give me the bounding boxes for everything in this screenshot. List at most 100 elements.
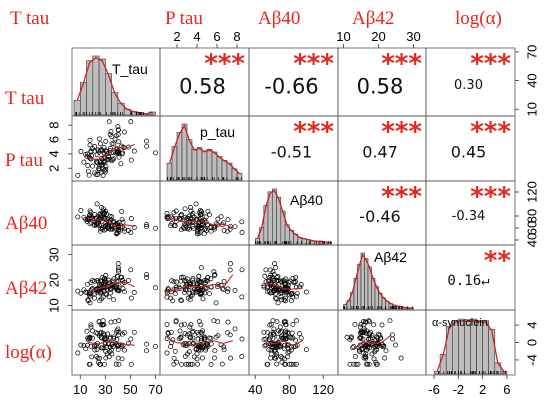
scatter-point bbox=[218, 214, 224, 220]
scatter-point bbox=[87, 335, 93, 341]
scatter-point bbox=[196, 278, 202, 284]
scatter-point bbox=[203, 345, 209, 351]
tick-label-top: 6 bbox=[213, 29, 220, 44]
scatter-point bbox=[85, 281, 90, 287]
scatter-point bbox=[271, 287, 277, 293]
correlation-value: 0.47 bbox=[362, 142, 398, 161]
scatter-point bbox=[199, 355, 205, 361]
scatter-point bbox=[227, 267, 233, 273]
scatter-point bbox=[191, 354, 197, 360]
scatter-point bbox=[173, 215, 179, 221]
correlation-value: -0.51 bbox=[271, 142, 312, 161]
scatter-point bbox=[183, 214, 188, 220]
scatter-point bbox=[116, 139, 122, 145]
scatter-point bbox=[144, 222, 150, 228]
scatter-point bbox=[274, 319, 280, 325]
scatter-point bbox=[215, 216, 221, 222]
scatter-point bbox=[115, 261, 121, 267]
scatter-point bbox=[261, 284, 267, 290]
scatter-point bbox=[239, 336, 245, 342]
scatter-point bbox=[227, 332, 233, 338]
scatter-point bbox=[100, 210, 106, 216]
scatter-point bbox=[78, 149, 84, 154]
scatter-point bbox=[115, 227, 121, 233]
scatter-point bbox=[104, 151, 110, 157]
smoother-line bbox=[87, 217, 135, 228]
scatter-point bbox=[112, 319, 118, 325]
histogram-bar bbox=[191, 148, 198, 181]
scatter-point bbox=[171, 355, 177, 361]
scatter-point bbox=[78, 290, 84, 296]
scatter-point bbox=[228, 261, 233, 267]
scatter-point bbox=[274, 361, 280, 367]
scatter-point bbox=[87, 221, 93, 227]
scatter-point bbox=[225, 319, 231, 325]
density-curve bbox=[256, 189, 330, 244]
scatter-point bbox=[221, 278, 227, 284]
scatter-point bbox=[102, 154, 108, 160]
scatter-point bbox=[103, 291, 109, 297]
scatter-point bbox=[153, 343, 158, 349]
scatter-point bbox=[281, 278, 286, 284]
significance-stars: *** bbox=[381, 49, 422, 79]
scatter-point bbox=[263, 267, 269, 273]
scatter-point bbox=[144, 341, 150, 347]
diagonal-label-log-alpha: α-synuclein bbox=[432, 317, 488, 329]
diagonal-label-p-tau: p_tau bbox=[200, 124, 235, 140]
scatter-point bbox=[206, 291, 212, 297]
scatter-point bbox=[266, 347, 272, 353]
smoother-line bbox=[265, 282, 303, 290]
scatter-point bbox=[268, 280, 274, 285]
scatter-point bbox=[288, 335, 294, 341]
scatter-point bbox=[90, 217, 95, 223]
scatter-point bbox=[206, 212, 212, 218]
scatter-point bbox=[99, 296, 104, 302]
scatter-point bbox=[116, 229, 122, 235]
histogram-bar bbox=[488, 328, 496, 375]
scatter-point bbox=[274, 286, 280, 292]
scatter-point bbox=[131, 329, 137, 335]
scatter-point bbox=[188, 205, 193, 210]
scatter-point bbox=[186, 224, 192, 230]
scatter-point bbox=[179, 361, 184, 367]
significance-stars: *** bbox=[293, 117, 334, 147]
scatter-point bbox=[97, 278, 103, 284]
density-curve bbox=[436, 320, 505, 372]
scatter-point bbox=[290, 321, 296, 327]
scatter-point bbox=[182, 321, 187, 327]
scatter-point bbox=[103, 138, 109, 144]
scatter-point bbox=[270, 269, 276, 275]
scatter-point bbox=[277, 344, 283, 350]
scatter-point bbox=[100, 294, 106, 300]
scatter-point bbox=[195, 227, 201, 233]
scatter-point bbox=[94, 201, 100, 207]
scatter-point bbox=[164, 210, 170, 216]
scatter-point bbox=[101, 214, 107, 220]
scatter-point bbox=[107, 286, 113, 292]
scatter-point bbox=[374, 361, 380, 367]
scatter-point bbox=[101, 150, 107, 156]
scatter-point bbox=[203, 347, 209, 353]
scatter-point bbox=[365, 345, 371, 351]
scatter-point bbox=[114, 329, 120, 335]
scatter-point bbox=[112, 136, 118, 142]
tick-label-top: 10 bbox=[336, 29, 350, 44]
scatter-point bbox=[390, 336, 396, 342]
scatter-point bbox=[178, 278, 184, 284]
scatter-point bbox=[121, 129, 127, 135]
scatter-point bbox=[239, 219, 245, 225]
scatter-point bbox=[128, 157, 134, 163]
scatter-point bbox=[115, 124, 121, 130]
scatter-point bbox=[144, 138, 149, 144]
scatter-point bbox=[198, 322, 204, 328]
scatter-point bbox=[171, 210, 177, 216]
scatter-point bbox=[87, 361, 93, 367]
histogram-bar bbox=[186, 139, 193, 181]
scatter-point bbox=[190, 290, 196, 296]
scatter-point bbox=[144, 348, 149, 354]
scatter-point bbox=[358, 328, 364, 334]
scatter-point bbox=[275, 273, 281, 279]
diagonal-label-ab40: Aβ40 bbox=[290, 192, 323, 208]
scatter-point bbox=[183, 287, 188, 293]
scatter-point bbox=[290, 275, 296, 281]
